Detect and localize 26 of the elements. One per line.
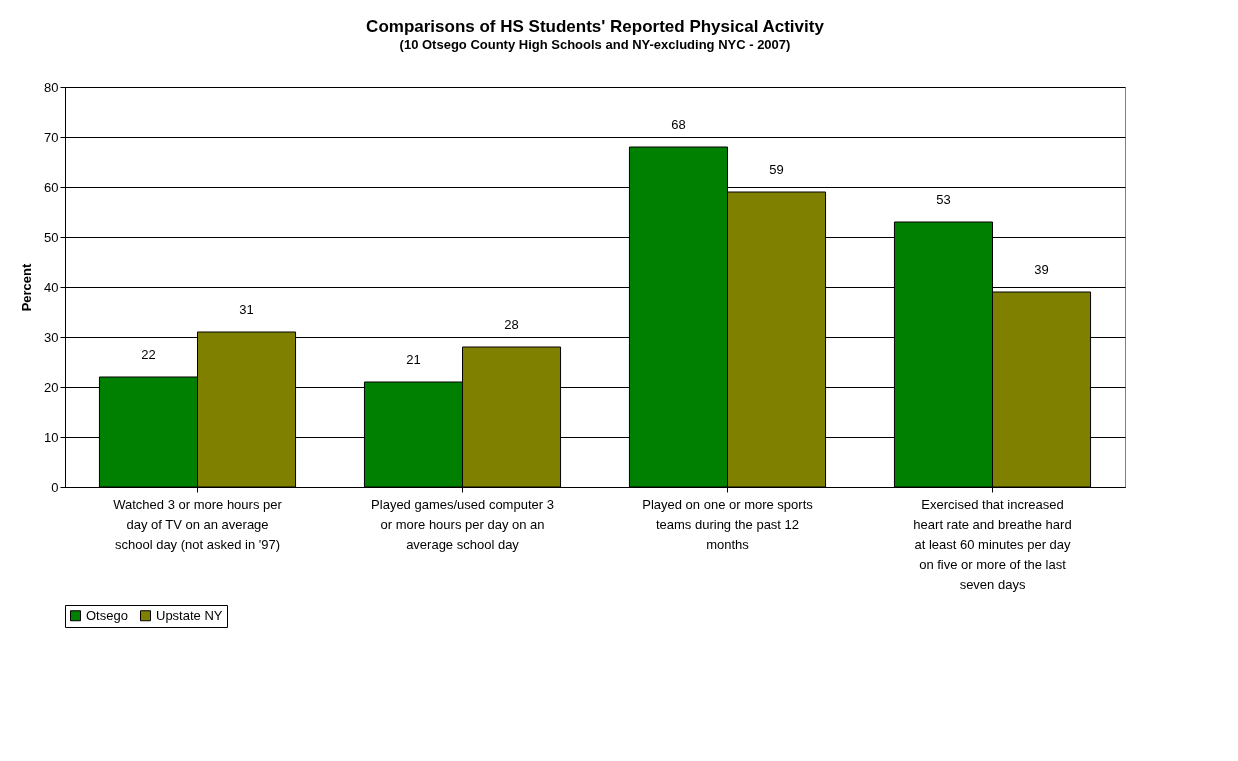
data-label: 28 bbox=[504, 317, 519, 332]
x-tick-label: Exercised that increased heart rate and breathe hard at least 60 minutes per day on five or more of the last seven days bbox=[913, 496, 1072, 592]
chart-title: Comparisons of HS Students' Reported Physical Activity bbox=[366, 17, 825, 36]
y-tick-label: 40 bbox=[44, 279, 59, 295]
y-axis-title: Percent bbox=[19, 262, 35, 312]
y-tick-label: 50 bbox=[44, 229, 59, 245]
data-label: 22 bbox=[141, 347, 156, 362]
y-tick-label: 30 bbox=[44, 329, 59, 345]
y-tick-label: 10 bbox=[44, 429, 59, 445]
y-tick-label: 60 bbox=[44, 179, 59, 195]
data-label: 21 bbox=[406, 352, 421, 367]
data-label: 53 bbox=[936, 192, 951, 207]
data-label: 59 bbox=[769, 162, 784, 177]
y-tick-label: 20 bbox=[44, 379, 59, 395]
y-tick-label: 70 bbox=[44, 129, 59, 145]
x-tick-label: Played games/used computer 3 or more hours per day on an average school day bbox=[371, 496, 554, 552]
chart-subtitle: (10 Otsego County High Schools and NY-excluding NYC - 2007) bbox=[399, 37, 791, 52]
data-label: 39 bbox=[1034, 262, 1049, 277]
y-tick-label: 0 bbox=[51, 479, 59, 495]
x-tick-label: Watched 3 or more hours per day of TV on an average school day (not asked in '97) bbox=[113, 496, 283, 552]
legend-label: Otsego bbox=[86, 607, 128, 623]
data-label: 68 bbox=[671, 117, 686, 132]
x-tick-label: Played on one or more sports teams during the past 12 months bbox=[642, 496, 814, 552]
legend-label: Upstate NY bbox=[156, 607, 223, 623]
data-label: 31 bbox=[239, 302, 254, 317]
y-tick-label: 80 bbox=[44, 79, 59, 95]
